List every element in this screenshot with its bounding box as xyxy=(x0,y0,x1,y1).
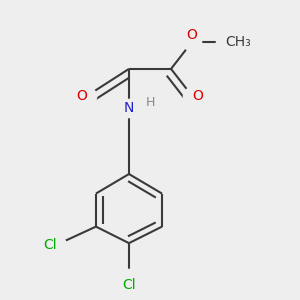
Text: Cl: Cl xyxy=(43,238,57,252)
Point xyxy=(190,39,194,44)
Text: Cl: Cl xyxy=(122,278,136,292)
Text: O: O xyxy=(187,28,197,42)
Text: O: O xyxy=(192,89,203,103)
Point xyxy=(127,275,131,280)
Text: N: N xyxy=(124,101,134,115)
Point xyxy=(223,39,227,44)
Point xyxy=(190,94,194,98)
Point xyxy=(127,106,131,110)
Point xyxy=(85,94,89,98)
Text: H: H xyxy=(146,96,155,110)
Text: O: O xyxy=(76,89,87,103)
Point xyxy=(55,242,59,247)
Text: CH₃: CH₃ xyxy=(225,35,251,49)
